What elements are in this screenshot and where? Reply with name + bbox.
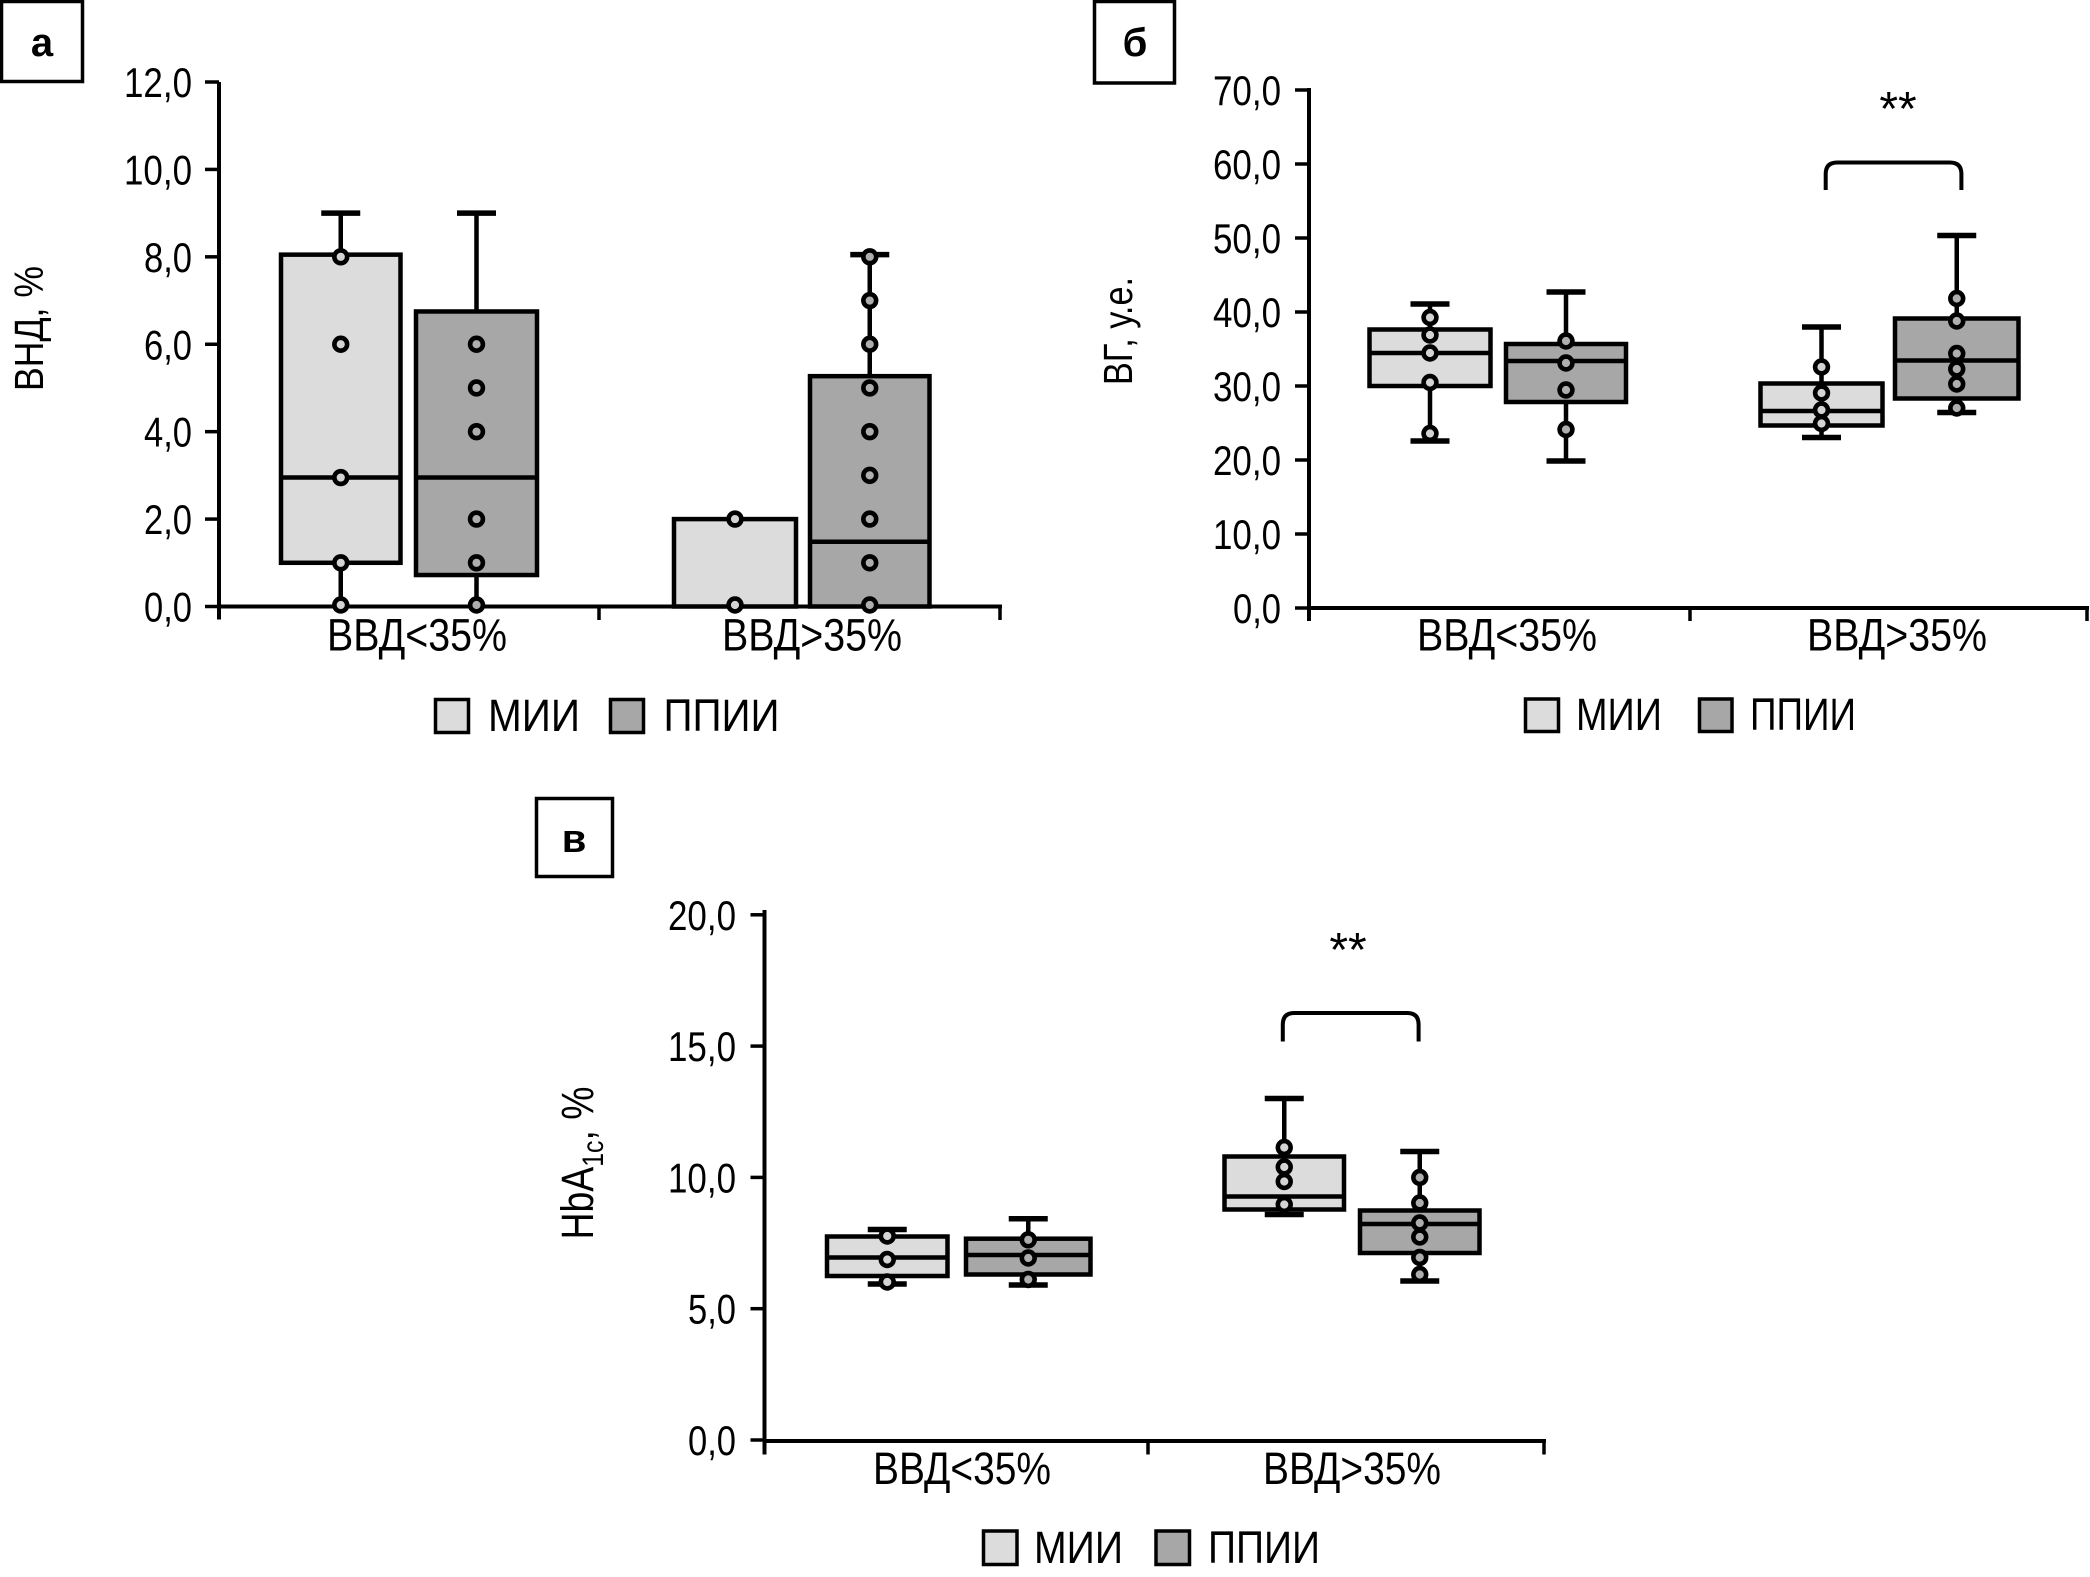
svg-text:МИИ: МИИ	[1034, 1522, 1123, 1573]
svg-text:0,0: 0,0	[688, 1417, 736, 1464]
svg-text:ВВД<35%: ВВД<35%	[1417, 610, 1597, 661]
svg-text:ВНД, %: ВНД, %	[6, 266, 52, 391]
svg-text:20,0: 20,0	[668, 892, 736, 939]
svg-text:30,0: 30,0	[1213, 363, 1281, 410]
svg-text:60,0: 60,0	[1213, 141, 1281, 188]
svg-text:40,0: 40,0	[1213, 289, 1281, 336]
svg-text:70,0: 70,0	[1213, 67, 1281, 114]
svg-text:5,0: 5,0	[688, 1286, 736, 1333]
svg-text:2,0: 2,0	[144, 496, 192, 543]
svg-text:10,0: 10,0	[1213, 511, 1281, 558]
svg-text:ППИИ: ППИИ	[664, 690, 780, 741]
svg-text:6,0: 6,0	[144, 321, 192, 368]
svg-text:ВВД<35%: ВВД<35%	[873, 1443, 1051, 1494]
svg-text:12,0: 12,0	[124, 59, 192, 106]
svg-text:10,0: 10,0	[668, 1154, 736, 1201]
svg-text:ВГ, у.е.: ВГ, у.е.	[1095, 277, 1141, 385]
svg-text:4,0: 4,0	[144, 409, 192, 456]
svg-text:а: а	[31, 21, 54, 65]
svg-text:ВВД>35%: ВВД>35%	[722, 610, 902, 661]
svg-text:**: **	[1329, 924, 1366, 977]
svg-text:0,0: 0,0	[1233, 585, 1281, 632]
svg-text:10,0: 10,0	[124, 146, 192, 193]
svg-text:МИИ: МИИ	[1576, 689, 1662, 740]
svg-text:б: б	[1123, 21, 1148, 65]
svg-text:в: в	[562, 817, 587, 861]
svg-text:ППИИ: ППИИ	[1208, 1522, 1320, 1573]
svg-text:20,0: 20,0	[1213, 437, 1281, 484]
svg-text:8,0: 8,0	[144, 234, 192, 281]
svg-text:МИИ: МИИ	[488, 690, 580, 741]
svg-text:ППИИ: ППИИ	[1750, 689, 1856, 740]
svg-text:ВВД>35%: ВВД>35%	[1807, 610, 1987, 661]
svg-text:0,0: 0,0	[144, 584, 192, 631]
svg-text:**: **	[1879, 83, 1916, 136]
svg-text:HbA1c, %: HbA1c, %	[552, 1087, 610, 1240]
svg-text:15,0: 15,0	[668, 1023, 736, 1070]
svg-text:ВВД>35%: ВВД>35%	[1263, 1443, 1441, 1494]
svg-text:ВВД<35%: ВВД<35%	[327, 610, 507, 661]
svg-text:50,0: 50,0	[1213, 215, 1281, 262]
